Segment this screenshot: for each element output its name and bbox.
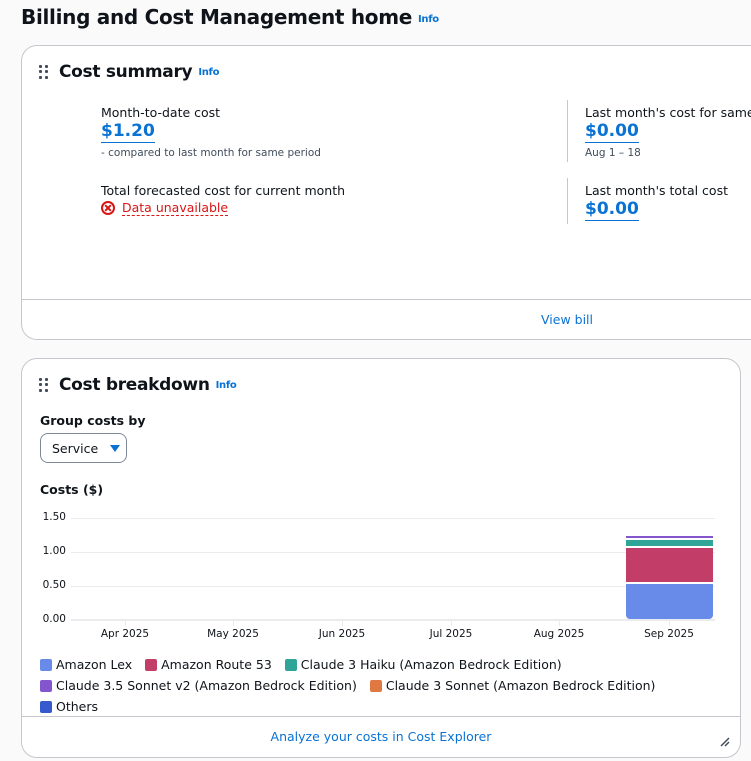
cost-summary-card: Cost summary Info Month-to-date cost $1.…: [21, 45, 751, 340]
drag-handle-icon[interactable]: [39, 65, 49, 79]
bar-segment-claude-35-sonnet-v2[interactable]: [626, 536, 713, 538]
legend-swatch: [40, 700, 52, 713]
view-bill-link[interactable]: View bill: [541, 312, 593, 327]
group-by-select[interactable]: Service: [40, 433, 127, 463]
legend-swatch: [40, 658, 52, 671]
mtd-value-link[interactable]: $1.20: [101, 121, 155, 143]
x-tick-label: May 2025: [207, 628, 259, 640]
y-tick: 1.00: [42, 545, 66, 557]
legend-label: Amazon Route 53: [161, 657, 272, 672]
gridline: [71, 518, 715, 519]
y-tick: 1.50: [42, 511, 66, 523]
cost-summary-header: Cost summary Info: [39, 62, 219, 82]
resize-handle-icon[interactable]: [720, 737, 730, 747]
group-by-value: Service: [52, 440, 99, 456]
cost-breakdown-title: Cost breakdown: [59, 375, 210, 395]
cost-breakdown-card: Cost breakdown Info Group costs by Servi…: [21, 358, 741, 758]
error-circle-icon: [101, 201, 115, 215]
page-info-link[interactable]: Info: [418, 14, 439, 25]
forecast-error: Data unavailable: [101, 200, 345, 216]
gridline: [71, 552, 715, 553]
bar-segment-amazon-lex[interactable]: [626, 584, 713, 619]
legend-item-others[interactable]: Others: [40, 699, 98, 714]
x-tick-mark: [125, 621, 126, 626]
y-tick: 0.00: [42, 613, 66, 625]
legend-item-route-53[interactable]: Amazon Route 53: [145, 657, 272, 672]
forecast-metric: Total forecasted cost for current month …: [101, 183, 345, 216]
last-month-total-metric: Last month's total cost $0.00: [585, 183, 728, 221]
cost-explorer-footer: Analyze your costs in Cost Explorer: [22, 716, 740, 756]
legend-label: Claude 3 Sonnet (Amazon Bedrock Edition): [385, 678, 656, 693]
cost-summary-title: Cost summary: [59, 62, 193, 82]
x-tick-mark: [559, 621, 560, 626]
cost-breakdown-header: Cost breakdown Info: [39, 375, 237, 395]
last-same-date-range: Aug 1 – 18: [585, 147, 641, 159]
caret-down-icon: [110, 444, 121, 452]
x-tick-mark: [233, 621, 234, 626]
last-month-same-period-metric: Last month's cost for same time period $…: [585, 105, 751, 159]
drag-handle-icon[interactable]: [39, 378, 49, 392]
cost-explorer-link[interactable]: Analyze your costs in Cost Explorer: [270, 729, 492, 744]
x-tick-mark: [669, 621, 670, 626]
bar-segment-claude-3-haiku[interactable]: [626, 540, 713, 546]
mtd-label: Month-to-date cost: [101, 105, 221, 120]
legend-label: Claude 3 Haiku (Amazon Bedrock Edition): [300, 657, 562, 672]
last-total-value-link[interactable]: $0.00: [585, 199, 639, 221]
month-to-date-metric: Month-to-date cost $1.20 - compared to l…: [101, 105, 321, 159]
x-axis: [71, 619, 715, 621]
legend-item-claude-3-haiku[interactable]: Claude 3 Haiku (Amazon Bedrock Edition): [284, 657, 562, 672]
cost-summary-info-link[interactable]: Info: [198, 66, 220, 78]
cost-chart: 1.50 1.00 0.50 0.00 Apr 2025 May 2025 Ju…: [22, 504, 740, 649]
mtd-comparison: - compared to last month for same period: [101, 147, 321, 159]
cost-breakdown-info-link[interactable]: Info: [215, 379, 237, 391]
bar-sep-2025[interactable]: [626, 536, 713, 619]
y-tick: 0.50: [42, 579, 66, 591]
legend-swatch: [145, 658, 158, 671]
bar-segment-route-53[interactable]: [626, 548, 713, 582]
divider: [567, 178, 568, 224]
legend-swatch: [40, 679, 52, 692]
x-tick-label: Apr 2025: [100, 628, 150, 640]
divider: [567, 100, 568, 162]
group-costs-label: Group costs by: [40, 413, 146, 428]
x-tick-label: Aug 2025: [533, 628, 585, 640]
forecast-label: Total forecasted cost for current month: [101, 183, 346, 198]
forecast-error-text[interactable]: Data unavailable: [122, 200, 229, 216]
view-bill-footer: View bill: [22, 299, 751, 339]
page-title: Billing and Cost Management home Info: [21, 5, 439, 29]
x-tick-label: Jun 2025: [318, 628, 366, 640]
last-total-label: Last month's total cost: [585, 183, 728, 198]
legend-swatch: [284, 658, 297, 671]
page-title-text: Billing and Cost Management home: [21, 5, 413, 29]
x-tick-label: Jul 2025: [429, 628, 473, 640]
x-tick-mark: [342, 621, 343, 626]
last-same-value-link[interactable]: $0.00: [585, 121, 639, 143]
legend-label: Others: [56, 699, 99, 714]
costs-axis-title: Costs ($): [40, 482, 104, 497]
legend-item-amazon-lex[interactable]: Amazon Lex: [40, 657, 132, 672]
legend-item-claude-3-sonnet[interactable]: Claude 3 Sonnet (Amazon Bedrock Edition): [369, 678, 656, 693]
x-tick-mark: [451, 621, 452, 626]
legend-label: Claude 3.5 Sonnet v2 (Amazon Bedrock Edi…: [56, 678, 357, 693]
legend-swatch: [369, 679, 382, 692]
last-same-label: Last month's cost for same time period: [585, 105, 751, 120]
chart-legend: Amazon Lex Amazon Route 53 Claude 3 Haik…: [40, 657, 730, 714]
legend-item-claude-35-sonnet-v2[interactable]: Claude 3.5 Sonnet v2 (Amazon Bedrock Edi…: [40, 678, 357, 693]
legend-label: Amazon Lex: [56, 657, 133, 672]
x-tick-label: Sep 2025: [644, 628, 694, 640]
gridline: [71, 586, 715, 587]
